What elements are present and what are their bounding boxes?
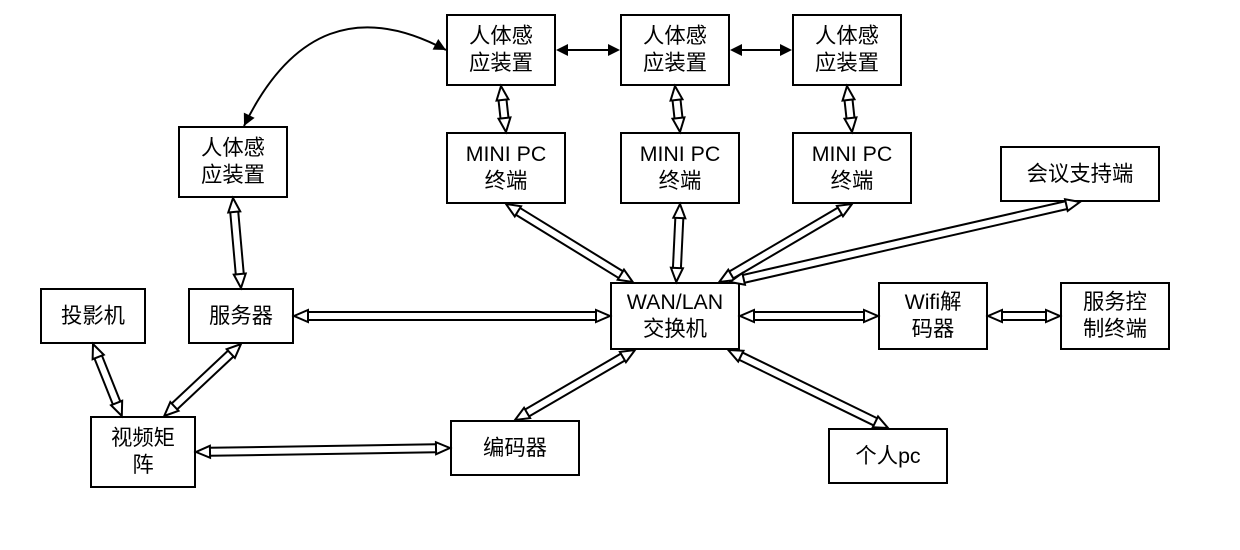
node-label: 服务器 bbox=[209, 303, 273, 330]
node-label: MINI PC终端 bbox=[640, 141, 721, 194]
node-label: 会议支持端 bbox=[1027, 161, 1134, 188]
node-label: 人体感应装置 bbox=[643, 23, 707, 76]
node-sensor_top2: 人体感应装置 bbox=[620, 14, 730, 86]
node-wifi: Wifi解码器 bbox=[878, 282, 988, 350]
node-label: 个人pc bbox=[855, 443, 920, 470]
node-label: MINI PC终端 bbox=[466, 141, 547, 194]
node-personalpc: 个人pc bbox=[828, 428, 948, 484]
node-label: 投影机 bbox=[61, 303, 125, 330]
node-switch: WAN/LAN交换机 bbox=[610, 282, 740, 350]
node-label: 人体感应装置 bbox=[815, 23, 879, 76]
node-vmatrix: 视频矩阵 bbox=[90, 416, 196, 488]
node-sensor_top3: 人体感应装置 bbox=[792, 14, 902, 86]
node-label: 编码器 bbox=[483, 435, 547, 462]
node-label: Wifi解码器 bbox=[905, 289, 962, 342]
node-label: 人体感应装置 bbox=[201, 135, 265, 188]
node-minipc2: MINI PC终端 bbox=[620, 132, 740, 204]
node-label: 视频矩阵 bbox=[111, 425, 175, 478]
node-server: 服务器 bbox=[188, 288, 294, 344]
node-label: 人体感应装置 bbox=[469, 23, 533, 76]
node-svcctrl: 服务控制终端 bbox=[1060, 282, 1170, 350]
node-label: WAN/LAN交换机 bbox=[627, 289, 723, 342]
node-meeting: 会议支持端 bbox=[1000, 146, 1160, 202]
node-minipc3: MINI PC终端 bbox=[792, 132, 912, 204]
node-encoder: 编码器 bbox=[450, 420, 580, 476]
node-sensor_top1: 人体感应装置 bbox=[446, 14, 556, 86]
node-label: 服务控制终端 bbox=[1083, 289, 1147, 342]
node-projector: 投影机 bbox=[40, 288, 146, 344]
node-sensor_left: 人体感应装置 bbox=[178, 126, 288, 198]
node-label: MINI PC终端 bbox=[812, 141, 893, 194]
node-minipc1: MINI PC终端 bbox=[446, 132, 566, 204]
